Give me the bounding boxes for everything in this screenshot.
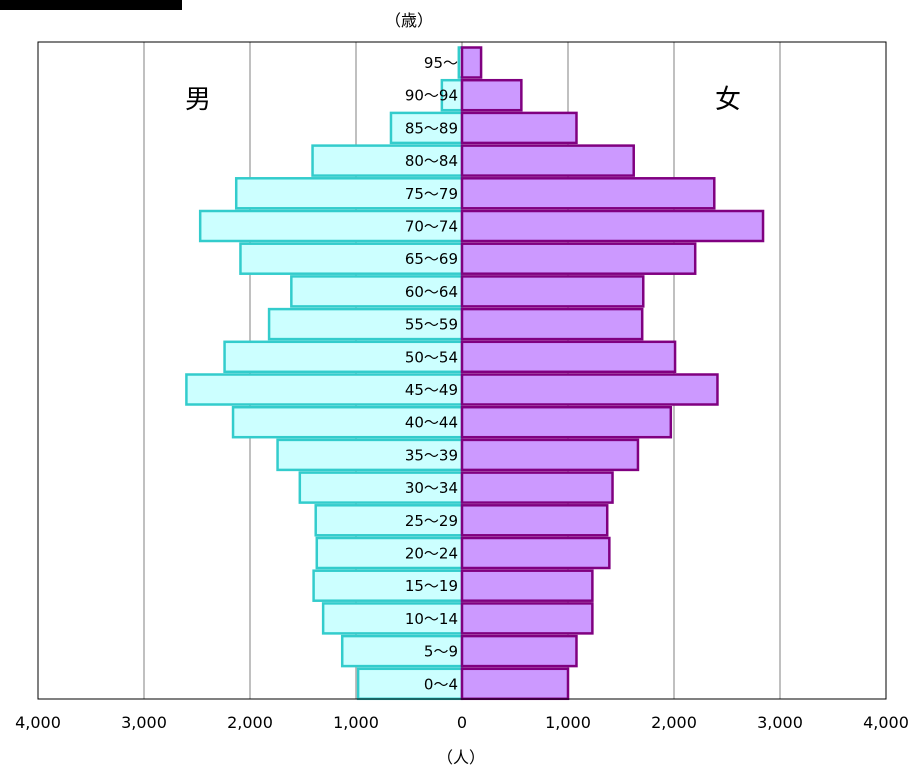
male-bar xyxy=(267,307,464,341)
female-bar xyxy=(460,78,523,112)
male-bar xyxy=(231,405,464,439)
plot-frame xyxy=(37,41,887,700)
bars xyxy=(185,46,765,701)
age-unit-label: （歳） xyxy=(385,11,433,30)
axis: 4,000 3,000 2,000 1,000 0 1,000 2,000 3,000 4,00… xyxy=(15,41,909,732)
male-bar xyxy=(234,177,464,210)
female-bar xyxy=(460,471,614,504)
x-tick-label: 2,000 xyxy=(227,713,273,732)
age-label: 40〜44 xyxy=(405,414,458,432)
age-labels: 0〜4 5〜9 10〜14 15〜19 20〜24 25〜29 30〜34 35〜39 40〜4… xyxy=(405,54,458,693)
female-bar xyxy=(460,242,697,275)
x-tick-label: 2,000 xyxy=(651,713,697,732)
age-label: 85〜89 xyxy=(405,119,458,137)
male-bar xyxy=(312,569,464,602)
female-bar xyxy=(460,340,677,374)
male-bar xyxy=(340,634,464,668)
x-tick-label: 4,000 xyxy=(863,713,909,732)
female-bar xyxy=(460,46,483,79)
age-label: 90〜94 xyxy=(405,87,458,105)
age-label: 20〜24 xyxy=(405,545,458,563)
age-label: 10〜14 xyxy=(405,610,458,628)
female-label: 女 xyxy=(715,85,741,115)
x-tick-label: 3,000 xyxy=(757,713,803,732)
age-label: 95〜 xyxy=(424,54,458,72)
female-bar xyxy=(460,307,644,341)
age-label: 30〜34 xyxy=(405,479,458,497)
female-bar xyxy=(460,536,611,570)
age-label: 45〜49 xyxy=(405,381,458,399)
female-bar xyxy=(460,438,640,472)
x-tick-label: 1,000 xyxy=(333,713,379,732)
age-label: 55〜59 xyxy=(405,316,458,334)
female-bar xyxy=(460,144,635,177)
male-bar xyxy=(223,340,464,374)
male-bar xyxy=(198,209,464,243)
x-tick-label: 3,000 xyxy=(121,713,167,732)
male-label: 男 xyxy=(185,85,211,115)
female-bar xyxy=(460,111,578,145)
people-unit-label: （人） xyxy=(437,748,485,767)
female-bar xyxy=(460,209,765,243)
x-tick-label: 0 xyxy=(457,713,467,732)
header-black-bar xyxy=(0,0,182,10)
male-bar xyxy=(298,471,464,504)
male-bar xyxy=(321,602,464,635)
female-bar xyxy=(460,177,716,210)
age-label: 5〜9 xyxy=(424,643,458,661)
female-bar xyxy=(460,373,719,406)
age-label: 35〜39 xyxy=(405,446,458,464)
male-bar xyxy=(185,373,464,406)
male-bar xyxy=(239,242,464,275)
age-label: 65〜69 xyxy=(405,250,458,268)
male-bar xyxy=(356,667,464,701)
male-bar xyxy=(315,536,464,570)
age-label: 80〜84 xyxy=(405,152,458,170)
male-bar xyxy=(311,144,464,177)
age-label: 50〜54 xyxy=(405,348,458,366)
male-bar xyxy=(290,275,464,308)
age-label: 75〜79 xyxy=(405,185,458,203)
age-label: 60〜64 xyxy=(405,283,458,301)
age-label: 15〜19 xyxy=(405,577,458,595)
female-bar xyxy=(460,405,673,439)
x-tick-label: 1,000 xyxy=(545,713,591,732)
female-bar xyxy=(460,602,594,635)
female-bar xyxy=(460,634,578,668)
age-label: 0〜4 xyxy=(424,675,458,693)
female-bar xyxy=(460,569,594,602)
female-bar xyxy=(460,504,609,537)
age-label: 70〜74 xyxy=(405,218,458,236)
female-bar xyxy=(460,667,570,701)
male-bar xyxy=(389,111,464,145)
x-tick-label: 4,000 xyxy=(15,713,61,732)
age-label: 25〜29 xyxy=(405,512,458,530)
female-bar xyxy=(460,275,645,308)
